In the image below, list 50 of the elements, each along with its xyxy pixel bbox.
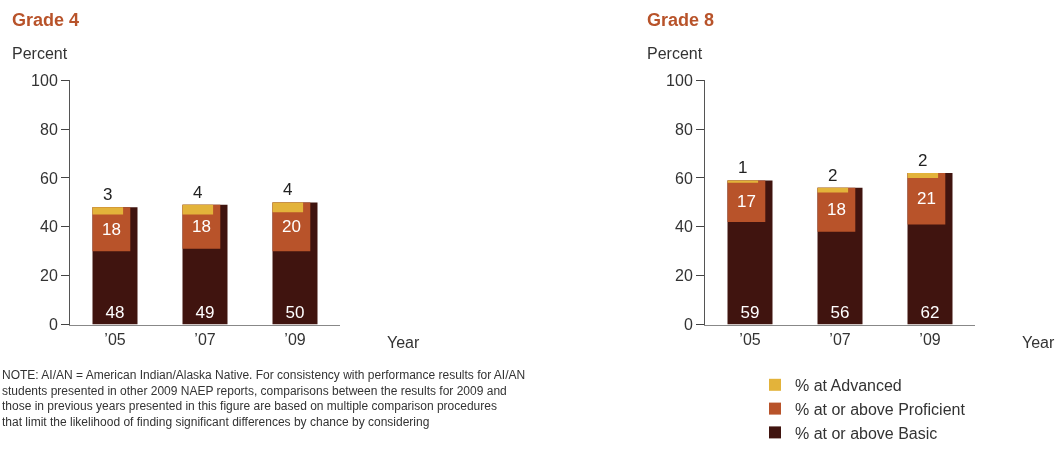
y-tick-label: 100 [31, 71, 58, 89]
x-tick-label: ’05 [104, 330, 126, 348]
bar [907, 173, 939, 178]
data-label: 2 [918, 151, 928, 171]
chart-title: Grade 4 [12, 10, 80, 30]
x-tick-label: ’05 [739, 330, 761, 348]
x-tick-label: ’07 [829, 330, 851, 348]
data-label: 18 [191, 217, 211, 237]
data-label: 17 [736, 191, 756, 211]
data-label: 59 [740, 302, 760, 322]
text: NOTE: AI/AN = American Indian/Alaska Native. For consistency with performance results for AI/AN students presented in other 2009 NAEP reports, comparisons between the results for 2009 and those in previous years presented in this figure are based on multiple comparison procedures that limit the likelihood of finding significant differences by chance by considering [2, 368, 526, 429]
x-tick-label: ’09 [284, 330, 306, 348]
x-axis-title: Year [1022, 334, 1055, 351]
x-axis-title: Year [387, 334, 420, 351]
data-label: 56 [830, 302, 850, 322]
data-label: 4 [283, 180, 293, 200]
y-tick-label: 20 [675, 267, 693, 285]
y-tick-label: 60 [40, 169, 58, 187]
data-label: 4 [193, 182, 203, 202]
y-tick-label: 20 [40, 267, 58, 285]
y-tick-label: 100 [666, 71, 693, 89]
data-label: 50 [285, 302, 305, 322]
data-label: 62 [920, 302, 940, 322]
legend-label: % at Advanced [795, 377, 902, 395]
y-axis-title: Percent [12, 45, 68, 62]
x-tick-label: ’07 [194, 330, 216, 348]
legend-label: % at or above Basic [795, 424, 938, 442]
data-label: 1 [738, 158, 748, 178]
y-tick-label: 0 [683, 316, 693, 334]
y-axis-title: Percent [647, 45, 703, 62]
bar [817, 187, 849, 193]
bar [727, 180, 766, 222]
legend-label: % at or above Proficient [795, 400, 966, 418]
data-label: 20 [281, 217, 301, 237]
chart-title: Grade 8 [647, 10, 715, 30]
bar [727, 180, 759, 183]
y-tick-label: 60 [675, 169, 693, 187]
data-label: 3 [103, 185, 113, 205]
y-tick-label: 40 [40, 218, 58, 236]
y-tick-label: 80 [40, 120, 58, 138]
data-label: 18 [826, 200, 846, 220]
data-label: 48 [105, 302, 125, 322]
data-label: 21 [916, 189, 936, 209]
data-label: 49 [195, 302, 215, 322]
y-tick-label: 40 [675, 218, 693, 236]
x-tick-label: ’09 [919, 330, 941, 348]
data-label: 18 [101, 219, 121, 239]
y-tick-label: 0 [48, 316, 58, 334]
data-label: 2 [828, 165, 838, 185]
y-tick-label: 80 [675, 120, 693, 138]
